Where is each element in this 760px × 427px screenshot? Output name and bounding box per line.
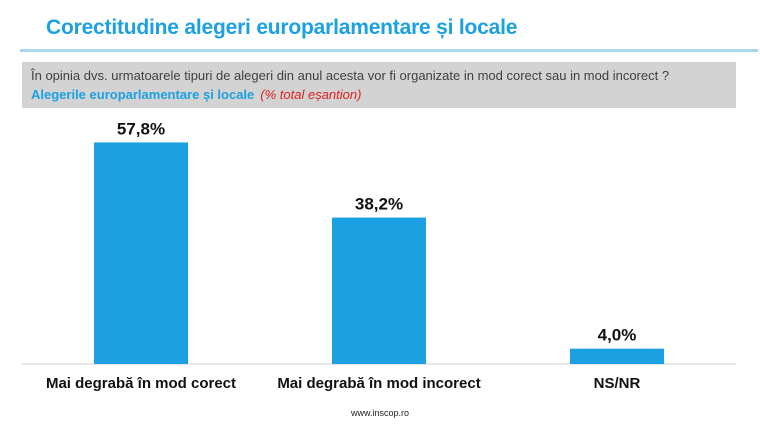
question-text: În opinia dvs. urmatoarele tipuri de ale… <box>31 68 670 83</box>
category-label: Mai degrabă în mod corect <box>46 375 236 392</box>
chart-title: Corectitudine alegeri europarlamentare ș… <box>46 16 518 39</box>
footer-url: www.inscop.ro <box>350 408 410 418</box>
data-label: 38,2% <box>355 195 403 214</box>
bar <box>94 142 188 364</box>
subtitle: Alegerile europarlamentare și locale <box>31 87 255 102</box>
question-box: În opinia dvs. urmatoarele tipuri de ale… <box>22 62 736 108</box>
subtitle-row: Alegerile europarlamentare și locale (% t… <box>31 87 361 102</box>
bar <box>332 217 426 364</box>
bar <box>570 348 664 364</box>
data-label: 57,8% <box>117 119 165 138</box>
category-label: NS/NR <box>594 375 641 392</box>
subtitle-note: (% total eșantion) <box>260 87 362 102</box>
data-label: 4,0% <box>598 326 637 345</box>
title-divider <box>20 49 758 52</box>
category-label: Mai degrabă în mod incorect <box>277 375 480 392</box>
